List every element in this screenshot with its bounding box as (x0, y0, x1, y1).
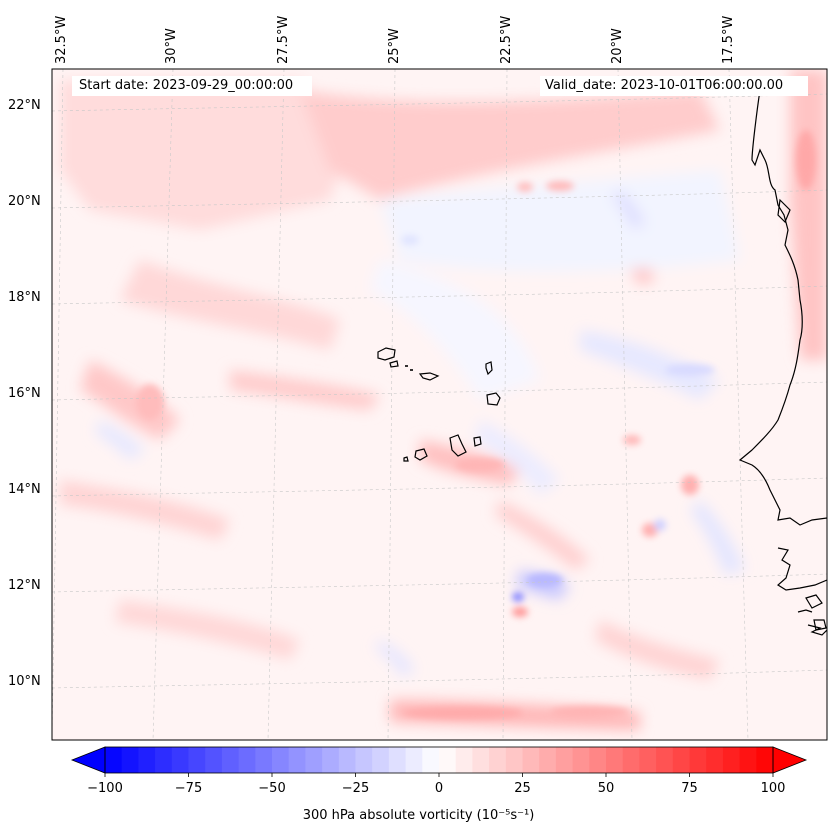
colorbar-tick-label: 75 (681, 781, 698, 796)
lat-label-10n: 10°N (8, 674, 41, 689)
colorbar-tick-label: 100 (760, 781, 786, 796)
colorbar-tick-label: 0 (434, 781, 444, 796)
colorbar-tick-marks (104, 773, 774, 777)
start-date-box (72, 76, 312, 96)
coastlines (377, 89, 827, 636)
vorticity-map (51, 68, 828, 741)
lat-label-16n: 16°N (8, 386, 41, 401)
lon-label-32-5w: 32.5°W (54, 15, 69, 64)
valid-date-label: Valid_date: 2023-10-01T06:00:00.00 (545, 78, 784, 93)
colorbar-tick-label: 25 (514, 781, 531, 796)
africa-coastline (738, 89, 827, 636)
lat-label-14n: 14°N (8, 482, 41, 497)
cape-verde-islands (377, 347, 501, 462)
colorbar-label: 300 hPa absolute vorticity (10⁻⁵s⁻¹) (302, 808, 535, 823)
colorbar-tick-label: −75 (174, 781, 203, 796)
graticule (52, 69, 827, 740)
lat-label-22n: 22°N (8, 98, 41, 113)
lon-label-25w: 25°W (387, 28, 402, 64)
map-frame (51, 68, 828, 741)
colorbar-tick-label: −25 (341, 781, 370, 796)
start-date-label: Start date: 2023-09-29_00:00:00 (79, 78, 294, 93)
lat-label-18n: 18°N (8, 290, 41, 305)
valid-date-box (540, 76, 808, 96)
colorbar-tick-label: −50 (258, 781, 286, 796)
vorticity-detail (136, 130, 816, 719)
lon-label-30w: 30°W (164, 28, 179, 64)
colorbar-tick-label: 50 (597, 781, 615, 796)
lon-label-27-5w: 27.5°W (276, 15, 291, 64)
lat-label-12n: 12°N (8, 578, 41, 593)
lon-label-17-5w: 17.5°W (721, 15, 736, 64)
lon-label-22-5w: 22.5°W (499, 15, 514, 64)
lon-label-20w: 20°W (610, 28, 625, 64)
colorbar-tick-label: −100 (87, 781, 123, 796)
lat-label-20n: 20°N (8, 194, 41, 209)
